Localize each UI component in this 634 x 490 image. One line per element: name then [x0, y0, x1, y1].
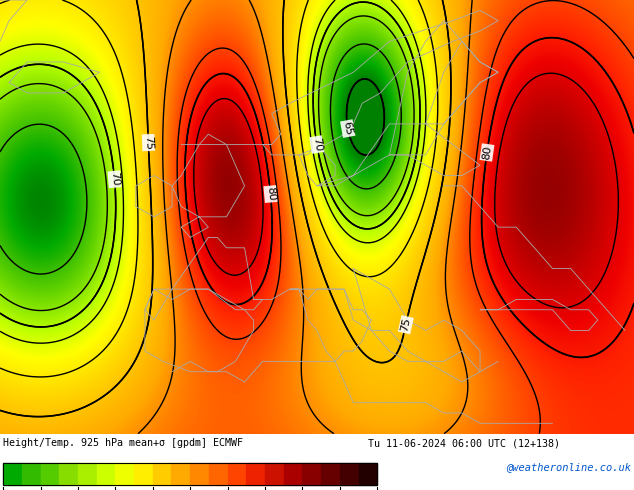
- Text: @weatheronline.co.uk: @weatheronline.co.uk: [506, 463, 631, 472]
- Text: 75: 75: [143, 135, 153, 150]
- Bar: [171, 463, 190, 486]
- Text: Tu 11-06-2024 06:00 UTC (12+138): Tu 11-06-2024 06:00 UTC (12+138): [368, 438, 560, 448]
- Bar: [228, 463, 246, 486]
- Bar: [3, 463, 377, 486]
- Text: 80: 80: [265, 187, 276, 201]
- Bar: [209, 463, 228, 486]
- Bar: [321, 463, 340, 486]
- Bar: [246, 463, 265, 486]
- Bar: [340, 463, 358, 486]
- Bar: [134, 463, 153, 486]
- Bar: [265, 463, 284, 486]
- Bar: [302, 463, 321, 486]
- Text: 70: 70: [311, 137, 323, 152]
- Text: 75: 75: [399, 317, 412, 333]
- Bar: [284, 463, 302, 486]
- Bar: [78, 463, 96, 486]
- Text: 65: 65: [342, 121, 354, 136]
- Bar: [153, 463, 171, 486]
- Bar: [359, 463, 377, 486]
- Bar: [190, 463, 209, 486]
- Bar: [96, 463, 115, 486]
- Text: Height/Temp. 925 hPa mean+σ [gpdm] ECMWF: Height/Temp. 925 hPa mean+σ [gpdm] ECMWF: [3, 438, 243, 448]
- Bar: [115, 463, 134, 486]
- Bar: [22, 463, 41, 486]
- Text: 70: 70: [109, 172, 120, 187]
- Bar: [59, 463, 78, 486]
- Bar: [3, 463, 22, 486]
- Text: 80: 80: [481, 145, 493, 160]
- Bar: [41, 463, 59, 486]
